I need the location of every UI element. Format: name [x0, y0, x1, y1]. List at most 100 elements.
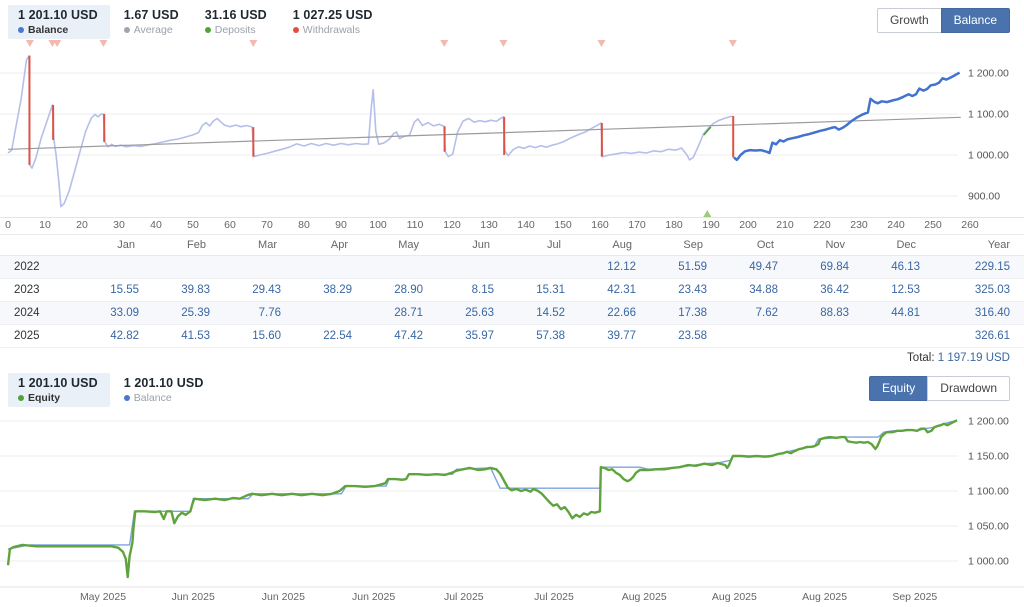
- x-tick-label: 0: [5, 219, 11, 231]
- stat-value: 1 201.10 USD: [123, 376, 204, 390]
- year-label: 2024: [14, 307, 40, 319]
- monthly-value: [283, 302, 354, 325]
- monthly-value: 49.47: [749, 261, 778, 273]
- equity-chart[interactable]: 1 000.00 1 050.00 1 100.00 1 150.00 1 200.00: [0, 404, 1024, 588]
- stat-value: 1 201.10 USD: [18, 376, 98, 390]
- year-label: 2023: [14, 284, 40, 296]
- monthly-value: 22.54: [323, 330, 352, 342]
- legend-dot-icon: [292, 27, 299, 33]
- stat-tile-deposits[interactable]: 31.16 USD Deposits: [195, 5, 279, 39]
- month-header: Mar: [258, 239, 277, 251]
- equity-header: 1 201.10 USD Equity 1 201.10 USD Balance Eq…: [0, 368, 1024, 407]
- withdrawal-marker-icon[interactable]: [597, 40, 606, 47]
- y-axis-label: 1 050.00: [968, 521, 1009, 533]
- y-axis-label: 1 100.00: [968, 486, 1009, 498]
- stat-tile-equity[interactable]: 1 201.10 USD Equity: [8, 373, 110, 407]
- monthly-value: [141, 256, 212, 279]
- monthly-value: 29.43: [252, 284, 281, 296]
- monthly-value: [425, 256, 496, 279]
- monthly-value: 39.77: [607, 330, 636, 342]
- withdrawal-marker-icon[interactable]: [53, 40, 62, 47]
- table-header-row: Jan Feb Mar Apr May Jun Jul Aug Sep Oct Nov Dec Year: [0, 235, 1024, 256]
- x-tick-label: 200: [739, 219, 757, 231]
- monthly-value: 42.31: [607, 284, 636, 296]
- legend-dot-icon: [123, 395, 130, 401]
- equity-chart-x-axis: May 2025 Jun 2025 Jun 2025 Jun 2025 Jul 2025…: [0, 588, 1024, 606]
- deposit-marker-icon[interactable]: [703, 210, 712, 217]
- toggle-balance-button[interactable]: Balance: [940, 8, 1010, 33]
- x-tick-label: 70: [261, 219, 273, 231]
- stat-value: 1 201.10 USD: [18, 8, 98, 22]
- monthly-returns-table: Jan Feb Mar Apr May Jun Jul Aug Sep Oct Nov Dec Year…: [0, 234, 1024, 348]
- stat-tile-average[interactable]: 1.67 USD Average: [114, 5, 191, 39]
- x-tick-label: 250: [924, 219, 942, 231]
- toggle-drawdown-button[interactable]: Drawdown: [927, 376, 1010, 401]
- toggle-equity-button[interactable]: Equity: [868, 376, 929, 401]
- x-tick-label: 30: [113, 219, 125, 231]
- withdrawal-marker-icon[interactable]: [249, 40, 258, 47]
- x-tick-label: 120: [443, 219, 461, 231]
- x-tick-label: 230: [850, 219, 868, 231]
- monthly-value: 8.15: [471, 284, 494, 296]
- year-total: 325.03: [974, 284, 1010, 296]
- x-tick-label: 190: [702, 219, 720, 231]
- month-header: Dec: [896, 239, 916, 251]
- legend-dot-icon: [18, 395, 24, 401]
- year-col-header: [0, 235, 70, 256]
- monthly-value: 42.82: [110, 330, 139, 342]
- total-value: 1 197.19 USD: [937, 352, 1010, 364]
- x-tick-label: 160: [591, 219, 609, 231]
- x-axis-month-label: Jun 2025: [351, 591, 396, 603]
- monthly-value: 47.42: [394, 330, 423, 342]
- withdrawal-marker-icon[interactable]: [25, 40, 34, 47]
- x-tick-label: 110: [406, 219, 424, 231]
- monthly-value: 41.53: [181, 330, 210, 342]
- monthly-value: [851, 325, 922, 348]
- equity-line: [6, 419, 958, 579]
- monthly-value: 12.53: [891, 284, 920, 296]
- legend-dot-icon: [204, 27, 211, 33]
- table-row-2022: 2022 12.12 51.59 49.47 69.84 46.13 229.15: [0, 255, 1024, 279]
- withdrawal-marker-icon[interactable]: [99, 40, 108, 47]
- balance-history-line: [7, 54, 733, 208]
- legend-dot-icon: [18, 27, 24, 33]
- monthly-value: 51.59: [678, 261, 707, 273]
- balance-chart[interactable]: 900.00 1 000.00 1 100.00 1 200.00: [0, 36, 1024, 218]
- year-total: 326.61: [974, 330, 1010, 342]
- y-axis-label: 1 000.00: [968, 556, 1009, 568]
- monthly-value: 34.88: [749, 284, 778, 296]
- monthly-value: 15.55: [110, 284, 139, 296]
- x-tick-label: 60: [224, 219, 236, 231]
- monthly-value: [283, 256, 354, 279]
- stat-tile-balance[interactable]: 1 201.10 USD Balance: [8, 5, 110, 39]
- monthly-value: 44.81: [891, 307, 920, 319]
- monthly-value: 22.66: [607, 307, 636, 319]
- stat-value: 1 027.25 USD: [292, 8, 373, 22]
- monthly-value: 88.83: [820, 307, 849, 319]
- x-axis-month-label: Aug 2025: [802, 591, 848, 603]
- toggle-growth-button[interactable]: Growth: [876, 8, 942, 33]
- y-axis-label: 1 200.00: [968, 416, 1009, 428]
- table-row-2023: 2023 15.55 39.83 29.43 38.29 28.90 8.15 15.31 42…: [0, 279, 1024, 302]
- x-tick-label: 10: [39, 219, 51, 231]
- monthly-value: [212, 256, 283, 279]
- x-tick-label: 100: [369, 219, 387, 231]
- monthly-value: [70, 256, 141, 279]
- withdrawal-marker-icon[interactable]: [440, 40, 449, 47]
- stat-label: Deposits: [204, 24, 267, 36]
- monthly-value: 12.12: [607, 261, 636, 273]
- withdrawal-marker-icon[interactable]: [728, 40, 737, 47]
- month-header: Apr: [330, 239, 348, 251]
- withdrawal-marker-icon[interactable]: [499, 40, 508, 47]
- stat-tile-withdrawals[interactable]: 1 027.25 USD Withdrawals: [283, 5, 385, 39]
- year-label: 2022: [14, 261, 40, 273]
- x-tick-label: 240: [887, 219, 905, 231]
- stat-tile-balance[interactable]: 1 201.10 USD Balance: [114, 373, 216, 407]
- stat-label: Balance: [123, 392, 204, 404]
- x-tick-label: 130: [480, 219, 498, 231]
- monthly-value: 36.42: [820, 284, 849, 296]
- monthly-value: 28.71: [394, 307, 423, 319]
- year-total: 229.15: [974, 261, 1010, 273]
- month-header: Jun: [472, 239, 490, 251]
- x-axis-month-label: May 2025: [79, 591, 127, 603]
